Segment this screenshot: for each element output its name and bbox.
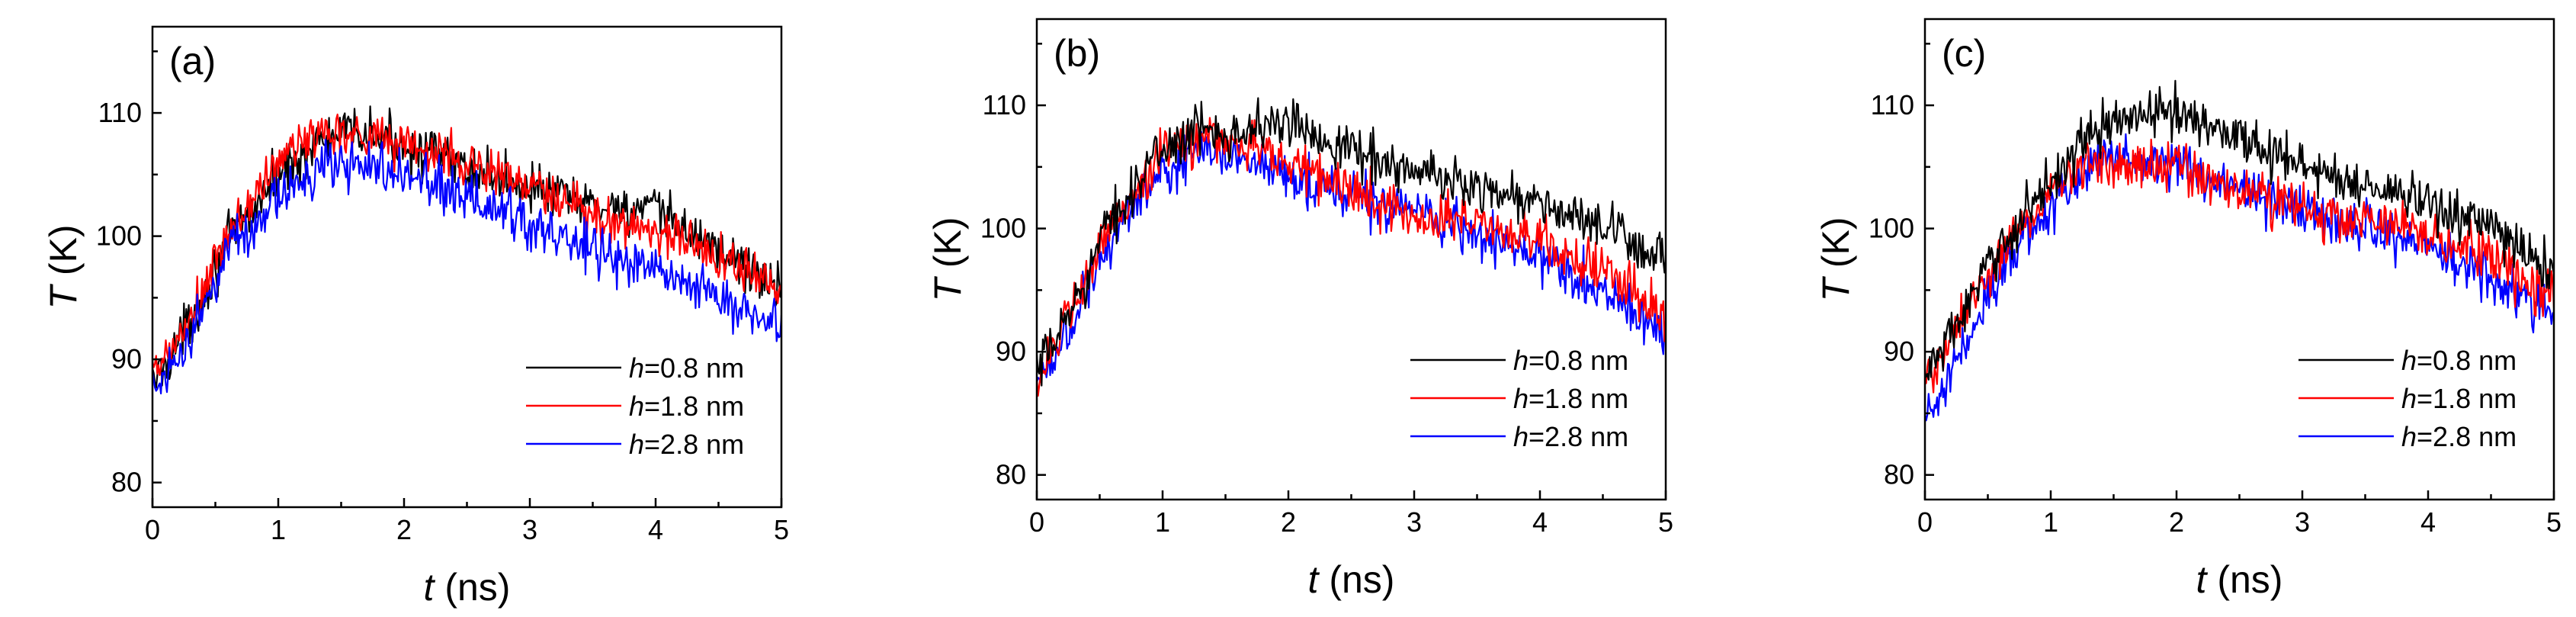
y-axis-title: T (K) [42, 224, 85, 309]
y-tick-label: 100 [96, 220, 142, 252]
y-tick-label: 80 [996, 459, 1026, 490]
y-tick-label: 80 [1884, 459, 1914, 490]
legend-label: h=0.8 nm [629, 352, 744, 384]
y-axis-title: T (K) [1814, 217, 1857, 301]
x-tick-label: 2 [2169, 506, 2184, 538]
y-tick-label: 110 [1871, 89, 1914, 121]
legend-label: h=0.8 nm [1513, 345, 1628, 376]
y-tick-label: 110 [98, 97, 142, 128]
legend: h=0.8 nm h=1.8 nm h=2.8 nm [1410, 345, 1628, 452]
x-tick-label: 0 [1917, 506, 1933, 538]
y-tick-label: 80 [111, 467, 142, 498]
legend: h=0.8 nm h=1.8 nm h=2.8 nm [2299, 345, 2517, 452]
y-tick-label: 100 [1869, 213, 1914, 244]
series-traces [1037, 97, 1666, 397]
y-tick-label: 90 [1884, 336, 1914, 367]
legend-label: h=2.8 nm [2401, 421, 2517, 452]
panel-label: (c) [1942, 32, 1986, 75]
series-line-h1-8 [1925, 138, 2554, 394]
x-tick-label: 1 [2043, 506, 2058, 538]
legend-label: h=1.8 nm [2401, 383, 2517, 414]
series-line-h1-8 [152, 113, 781, 376]
x-tick-label: 1 [271, 514, 286, 545]
x-tick-label: 0 [1029, 506, 1044, 538]
x-tick-label: 5 [1658, 506, 1673, 538]
x-tick-label: 4 [648, 514, 663, 545]
x-tick-label: 0 [145, 514, 160, 545]
legend-label: h=1.8 nm [629, 390, 744, 422]
legend-label: h=2.8 nm [629, 429, 744, 460]
series-line-h0-8 [1037, 97, 1666, 387]
x-tick-label: 5 [774, 514, 789, 545]
x-axis-title: t (ns) [2196, 558, 2283, 601]
y-tick-label: 100 [980, 213, 1026, 244]
y-tick-label: 110 [983, 89, 1026, 121]
x-tick-label: 3 [1407, 506, 1422, 538]
x-tick-label: 3 [2295, 506, 2310, 538]
x-tick-label: 1 [1155, 506, 1170, 538]
series-traces [152, 105, 781, 395]
legend-label: h=0.8 nm [2401, 345, 2517, 376]
x-axis-title: t (ns) [424, 566, 511, 609]
x-axis-title: t (ns) [1308, 558, 1395, 601]
legend-label: h=1.8 nm [1513, 383, 1628, 414]
series-traces [1925, 79, 2554, 422]
legend-label: h=2.8 nm [1513, 421, 1628, 452]
panel-label: (a) [169, 40, 216, 82]
legend: h=0.8 nm h=1.8 nm h=2.8 nm [526, 352, 744, 460]
series-line-h1-8 [1037, 117, 1666, 397]
x-tick-label: 2 [396, 514, 412, 545]
series-line-h0-8 [1925, 79, 2554, 381]
x-tick-label: 2 [1281, 506, 1296, 538]
y-axis-title: T (K) [926, 217, 969, 301]
series-line-h2-8 [1925, 133, 2554, 422]
panel-label: (b) [1054, 32, 1100, 75]
y-tick-label: 90 [996, 336, 1026, 367]
x-tick-label: 5 [2546, 506, 2562, 538]
series-line-h2-8 [152, 138, 781, 395]
x-tick-label: 4 [2420, 506, 2436, 538]
y-tick-label: 90 [111, 343, 142, 374]
x-tick-label: 4 [1532, 506, 1548, 538]
x-tick-label: 3 [522, 514, 537, 545]
